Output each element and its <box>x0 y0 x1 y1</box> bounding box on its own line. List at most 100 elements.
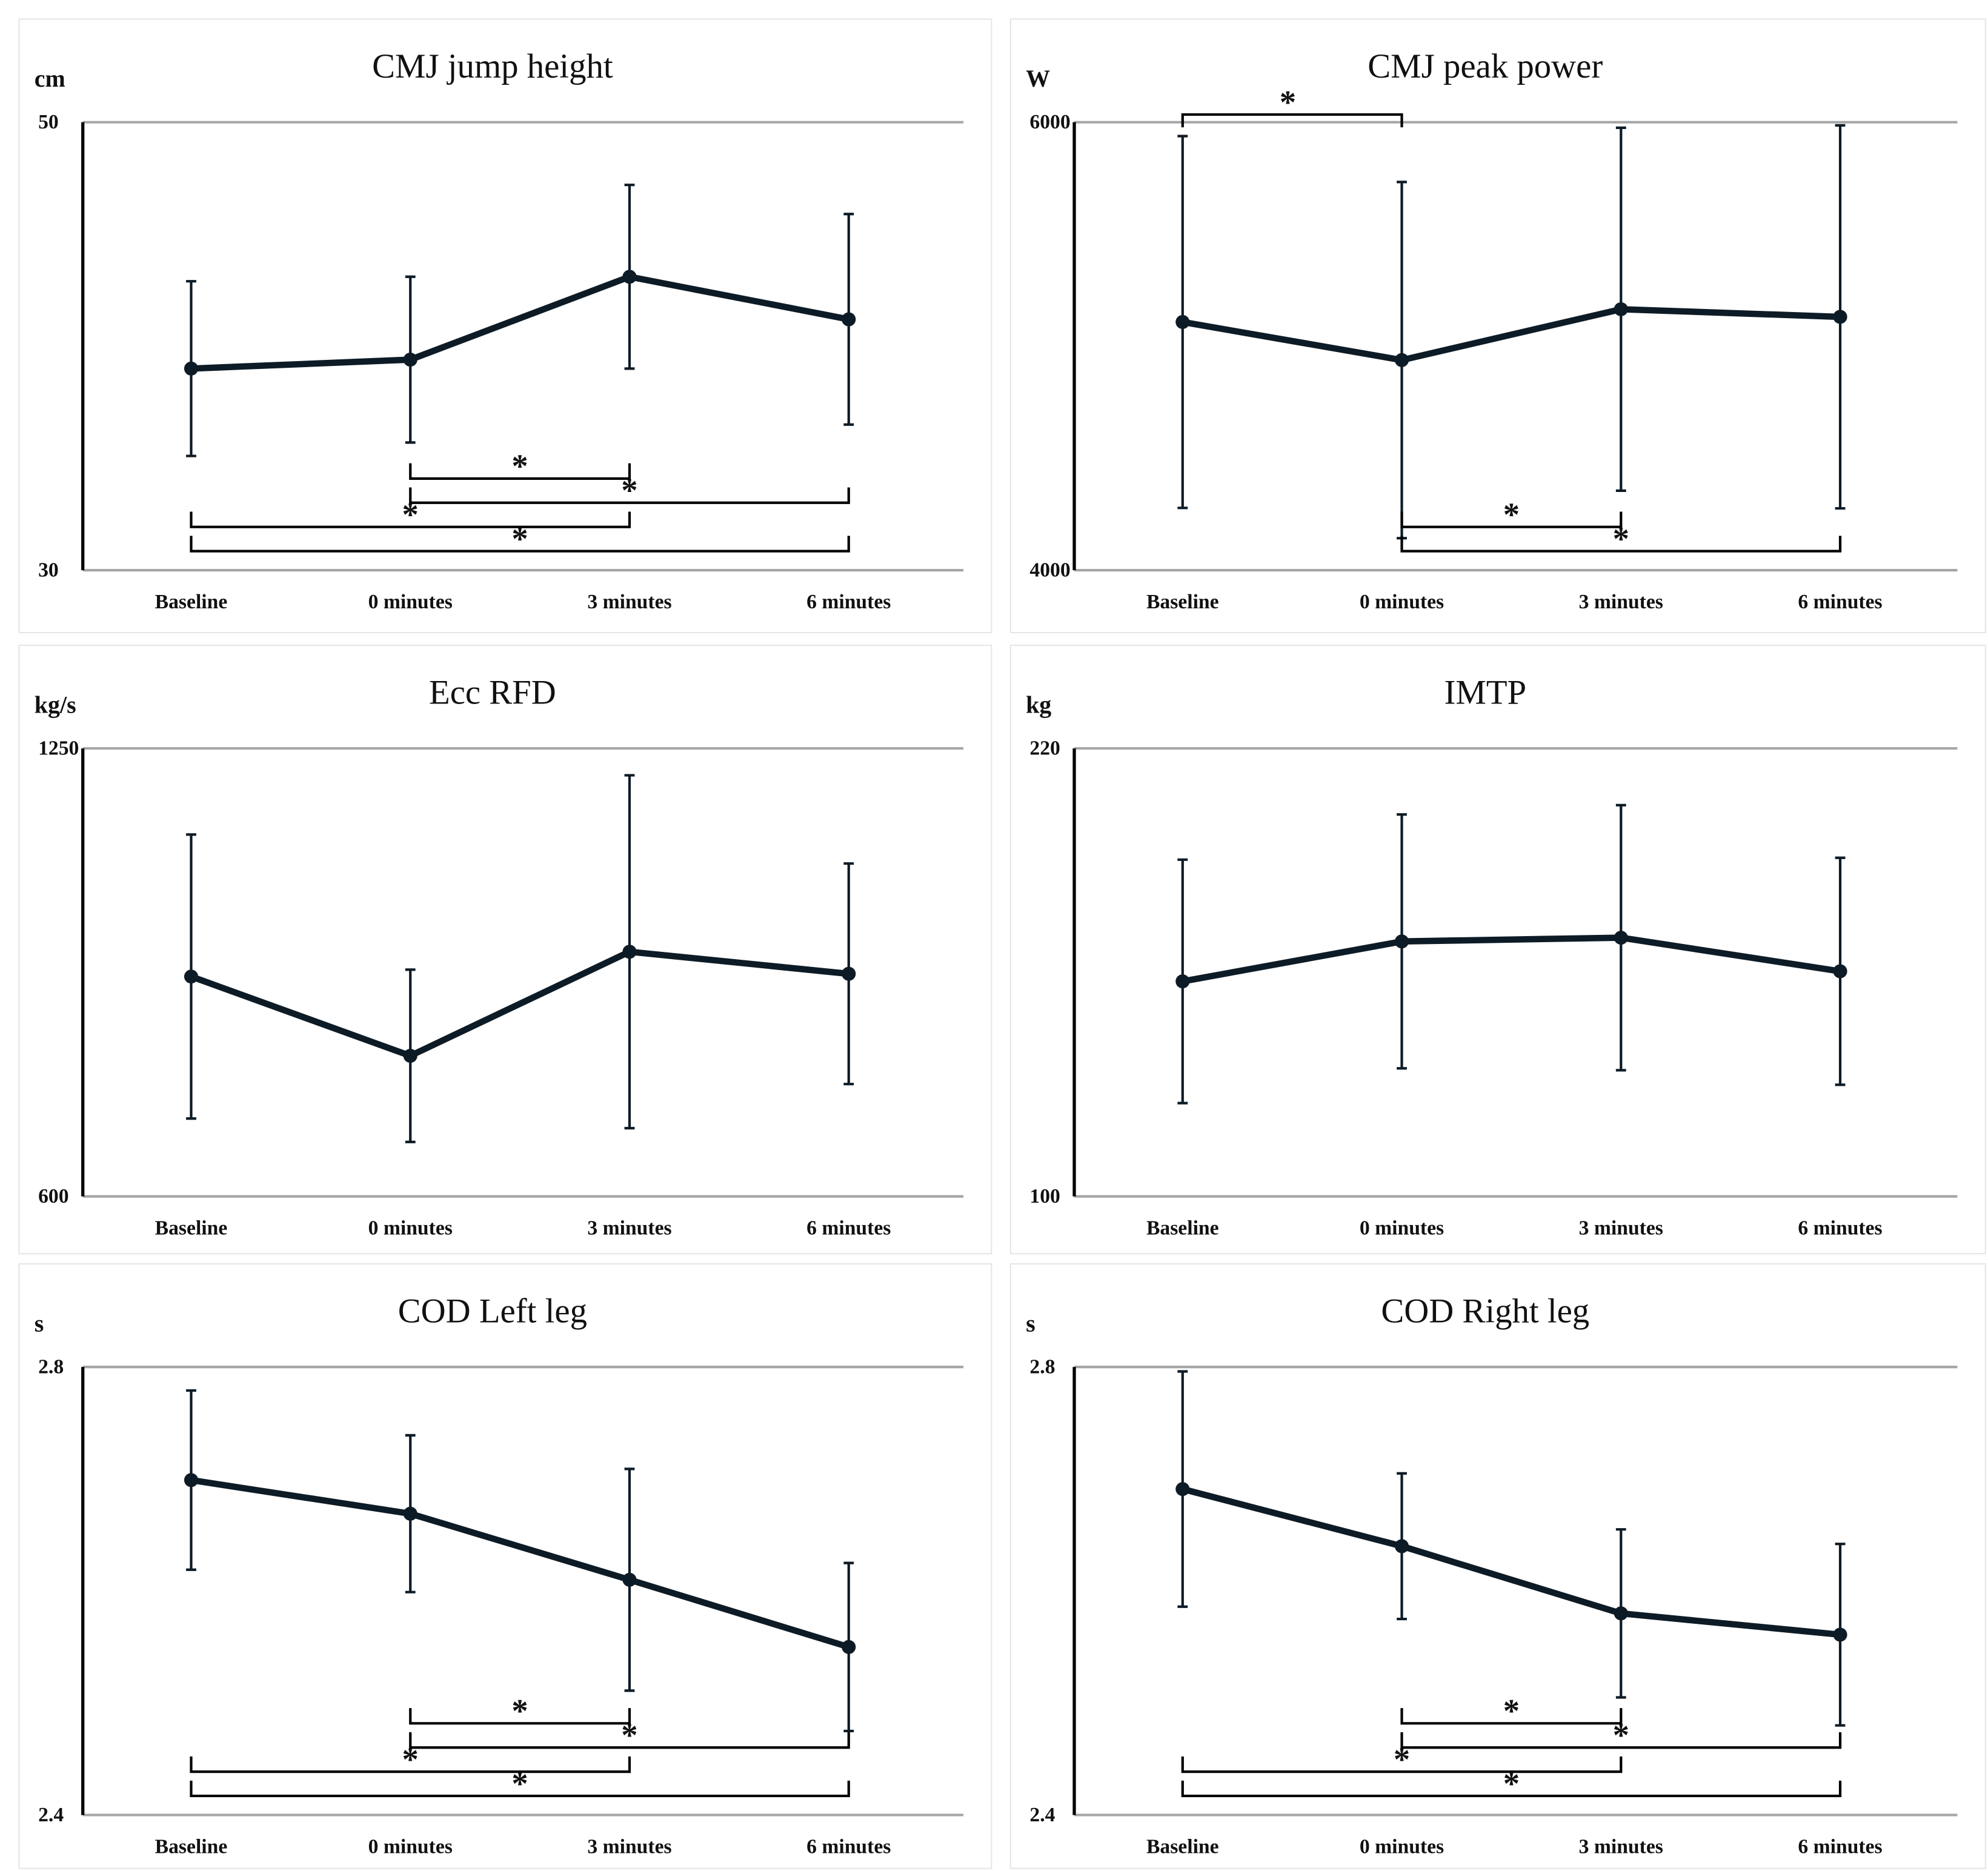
bracket-line <box>1181 1756 1623 1773</box>
y-tick-label: 50 <box>38 111 59 133</box>
x-tick-label: 3 minutes <box>587 591 671 613</box>
y-tick-label: 4000 <box>1029 559 1070 582</box>
bracket-line <box>190 1780 850 1798</box>
chart-cmj-jump-height: CMJ jump height cm 30 50 Baseline 0 minutes 3 … <box>18 18 992 634</box>
significance-star: * <box>511 1765 528 1802</box>
chart-title: COD Right leg <box>1381 1292 1589 1331</box>
chart-title: CMJ peak power <box>1368 47 1603 85</box>
significance-star: * <box>1394 1741 1410 1778</box>
x-tick-label: 0 minutes <box>368 591 453 613</box>
y-tick-label: 2.8 <box>38 1356 64 1378</box>
data-point <box>842 1640 856 1654</box>
chart-title: COD Left leg <box>398 1292 587 1331</box>
significance-bracket: * <box>1181 84 1403 128</box>
data-point <box>1394 934 1409 949</box>
data-point <box>184 361 199 376</box>
data-point <box>1833 310 1847 324</box>
significance-star: * <box>1280 84 1296 121</box>
significance-bracket: * <box>190 1765 850 1802</box>
significance-bracket: * <box>1400 520 1842 557</box>
chart-title: CMJ jump height <box>372 47 613 85</box>
data-point <box>1175 1482 1190 1497</box>
x-tick-label: Baseline <box>1146 591 1219 613</box>
x-tick-label: 3 minutes <box>1579 591 1663 613</box>
y-axis-unit: s <box>35 1309 44 1337</box>
data-point <box>622 270 637 284</box>
bracket-line <box>1400 511 1623 528</box>
chart-cod-right-leg: COD Right leg s 2.4 2.8 Baseline 0 minutes 3 m… <box>1009 1263 1986 1869</box>
y-tick-label: 1250 <box>38 737 79 760</box>
x-tick-label: 6 minutes <box>1798 1836 1882 1858</box>
data-point <box>403 353 417 367</box>
x-tick-label: 6 minutes <box>1798 591 1882 613</box>
series-line <box>1182 306 1841 364</box>
significance-bracket: * <box>409 1692 631 1729</box>
chart-cmj-peak-power: CMJ peak power W 4000 6000 Baseline 0 minutes… <box>1009 18 1986 634</box>
y-tick-label: 2.4 <box>1029 1804 1055 1826</box>
bracket-line <box>1400 1732 1842 1749</box>
significance-star: * <box>511 1692 528 1729</box>
x-tick-label: 0 minutes <box>368 1836 453 1858</box>
series-line <box>1182 1486 1841 1638</box>
significance-bracket: * <box>409 448 631 485</box>
significance-star: * <box>511 520 528 557</box>
significance-star: * <box>511 448 528 485</box>
data-point <box>403 1506 417 1521</box>
bracket-line <box>1400 536 1842 553</box>
data-point <box>184 1473 199 1487</box>
significance-star: * <box>1503 1765 1520 1802</box>
y-axis-unit: W <box>1026 65 1050 92</box>
bracket-line <box>190 1756 631 1773</box>
significance-bracket: * <box>1400 1692 1623 1729</box>
bracket-line <box>190 511 631 528</box>
x-tick-label: 0 minutes <box>1360 1217 1444 1240</box>
data-point <box>1175 974 1190 989</box>
significance-star: * <box>621 1716 637 1753</box>
chart-title: Ecc RFD <box>429 674 556 712</box>
x-tick-label: 0 minutes <box>1360 591 1444 613</box>
significance-star: * <box>402 496 419 533</box>
bracket-line <box>409 463 631 480</box>
y-tick-label: 100 <box>1029 1185 1060 1208</box>
data-point <box>1833 964 1847 979</box>
y-tick-label: 600 <box>38 1185 68 1208</box>
significance-bracket: * <box>1181 1741 1623 1778</box>
series-line <box>1182 934 1841 985</box>
data-point <box>1614 1606 1628 1621</box>
x-tick-label: Baseline <box>1146 1217 1219 1240</box>
x-tick-label: 6 minutes <box>806 1836 891 1858</box>
x-tick-label: 6 minutes <box>806 591 891 613</box>
y-tick-label: 2.8 <box>1029 1356 1055 1378</box>
bracket-line <box>409 487 850 504</box>
significance-star: * <box>1613 520 1629 557</box>
significance-star: * <box>1503 1692 1520 1729</box>
significance-bracket: * <box>190 1741 631 1778</box>
x-tick-label: 6 minutes <box>806 1217 891 1240</box>
bracket-line <box>409 1708 631 1725</box>
chart-ecc-rfd: Ecc RFD kg/s 600 1250 Baseline 0 minutes 3 min… <box>18 644 992 1255</box>
significance-bracket: * <box>409 472 850 509</box>
bracket-line <box>409 1732 850 1749</box>
panel-border <box>1009 1263 1986 1869</box>
data-point <box>1614 931 1628 945</box>
significance-star: * <box>1613 1716 1629 1753</box>
y-axis-unit: kg/s <box>35 691 76 718</box>
significance-star: * <box>621 472 637 509</box>
data-point <box>842 312 856 327</box>
x-tick-label: 3 minutes <box>587 1836 671 1858</box>
y-axis-unit: cm <box>35 65 65 92</box>
data-point <box>403 1049 417 1063</box>
x-tick-label: Baseline <box>155 591 228 613</box>
data-point <box>1833 1627 1847 1642</box>
significance-bracket: * <box>1400 496 1623 533</box>
x-tick-label: 6 minutes <box>1798 1217 1882 1240</box>
y-axis-unit: s <box>1026 1309 1036 1337</box>
data-point <box>1394 1539 1409 1554</box>
data-point <box>1394 353 1409 367</box>
significance-bracket: * <box>190 496 631 533</box>
significance-bracket: * <box>409 1716 850 1753</box>
data-point <box>622 945 637 959</box>
data-point <box>1614 302 1628 316</box>
significance-bracket: * <box>1181 1765 1842 1802</box>
